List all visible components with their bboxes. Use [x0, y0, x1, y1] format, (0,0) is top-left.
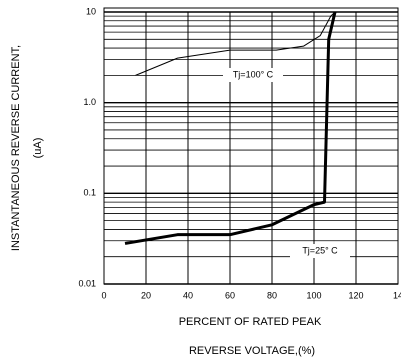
- y-tick-label: 10: [86, 6, 96, 16]
- x-tick-label: 0: [101, 290, 106, 300]
- series-label: Tj=100° C: [233, 69, 274, 79]
- x-tick-label: 40: [183, 290, 193, 300]
- series-label: Tj=25° C: [302, 245, 338, 255]
- x-tick-label: 100: [306, 290, 321, 300]
- y-tick-label: 0.1: [83, 188, 96, 198]
- y-tick-label: 0.01: [78, 278, 96, 288]
- y-axis-label: INSTANTANEOUS REVERSE CURRENT,: [10, 45, 22, 251]
- x-tick-label: 14: [393, 290, 401, 300]
- x-tick-label: 20: [141, 290, 151, 300]
- series-label-bg: [223, 68, 283, 82]
- series-line: [124, 11, 337, 245]
- series-label-bg: [290, 244, 350, 258]
- x-axis-label: PERCENT OF RATED PEAK: [179, 316, 322, 328]
- x-tick-label: 60: [225, 290, 235, 300]
- plot-border: [103, 7, 399, 285]
- x-tick-label: 80: [267, 290, 277, 300]
- y-tick-label: 1.0: [83, 97, 96, 107]
- x-tick-label: 120: [348, 290, 363, 300]
- x-axis-label: REVERSE VOLTAGE,(%): [189, 345, 315, 357]
- series-line: [135, 11, 336, 76]
- y-axis-label: (uA): [32, 138, 44, 159]
